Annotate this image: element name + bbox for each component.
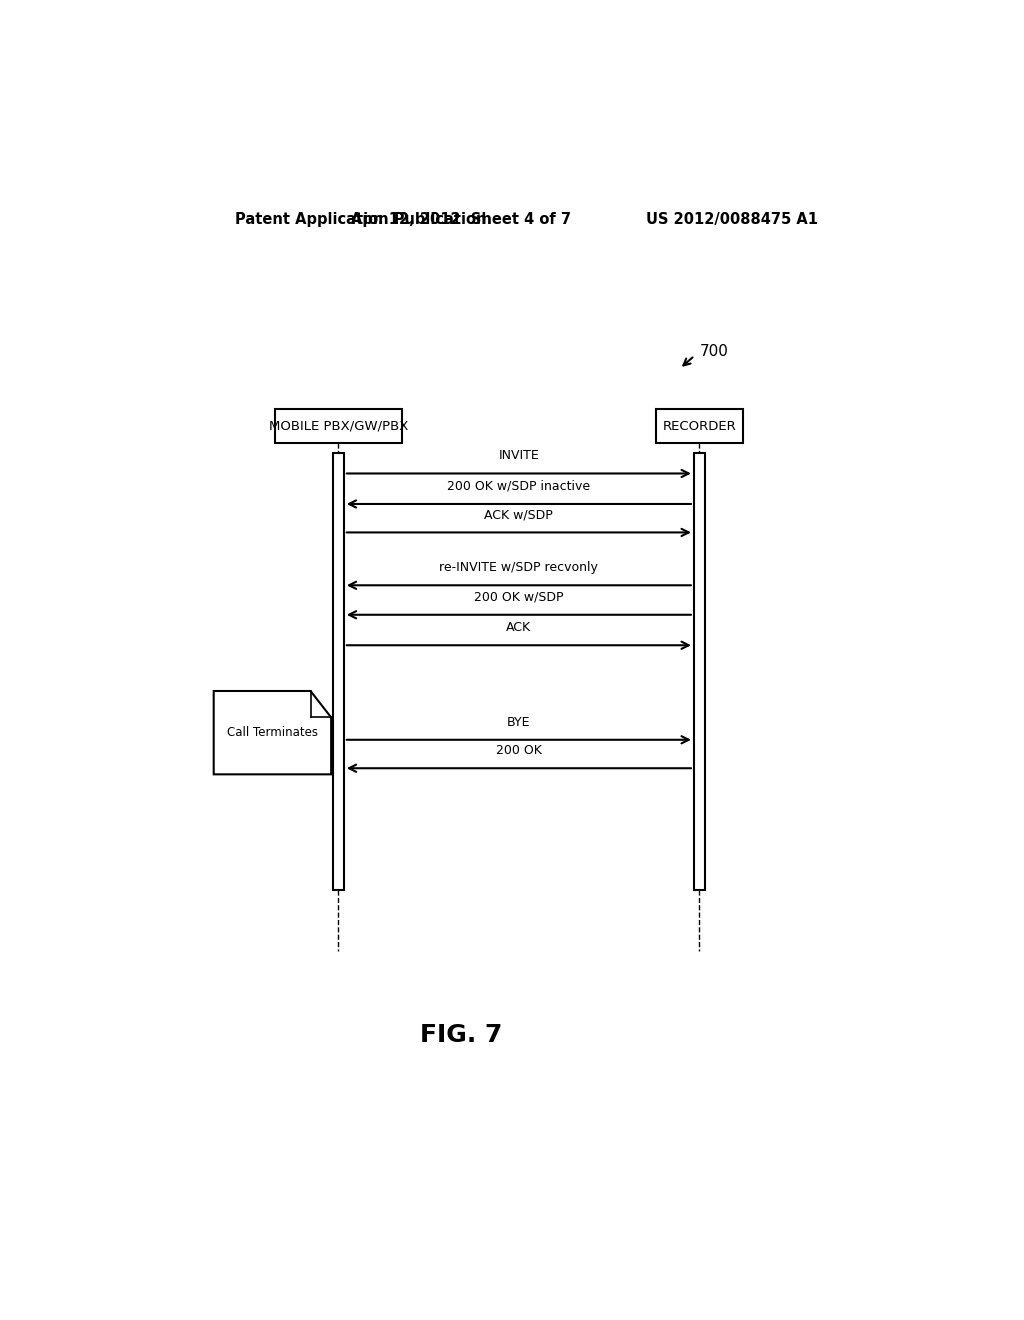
Text: 200 OK w/SDP: 200 OK w/SDP <box>474 590 563 603</box>
FancyBboxPatch shape <box>655 409 743 444</box>
Text: Patent Application Publication: Patent Application Publication <box>236 213 486 227</box>
Text: 700: 700 <box>699 345 728 359</box>
Text: BYE: BYE <box>507 715 530 729</box>
Text: re-INVITE w/SDP recvonly: re-INVITE w/SDP recvonly <box>439 561 598 574</box>
Text: US 2012/0088475 A1: US 2012/0088475 A1 <box>646 213 818 227</box>
FancyBboxPatch shape <box>333 453 344 890</box>
Text: INVITE: INVITE <box>499 449 540 462</box>
FancyBboxPatch shape <box>694 453 705 890</box>
Text: ACK: ACK <box>506 622 531 634</box>
Text: RECORDER: RECORDER <box>663 420 736 433</box>
FancyBboxPatch shape <box>274 409 401 444</box>
Text: FIG. 7: FIG. 7 <box>420 1023 503 1047</box>
Text: 200 OK: 200 OK <box>496 744 542 758</box>
Text: Apr. 12, 2012  Sheet 4 of 7: Apr. 12, 2012 Sheet 4 of 7 <box>351 213 571 227</box>
Text: ACK w/SDP: ACK w/SDP <box>484 508 553 521</box>
Text: 200 OK w/SDP inactive: 200 OK w/SDP inactive <box>447 479 591 492</box>
Polygon shape <box>214 690 331 775</box>
Text: Call Terminates: Call Terminates <box>227 726 317 739</box>
Text: MOBILE PBX/GW/PBX: MOBILE PBX/GW/PBX <box>268 420 408 433</box>
